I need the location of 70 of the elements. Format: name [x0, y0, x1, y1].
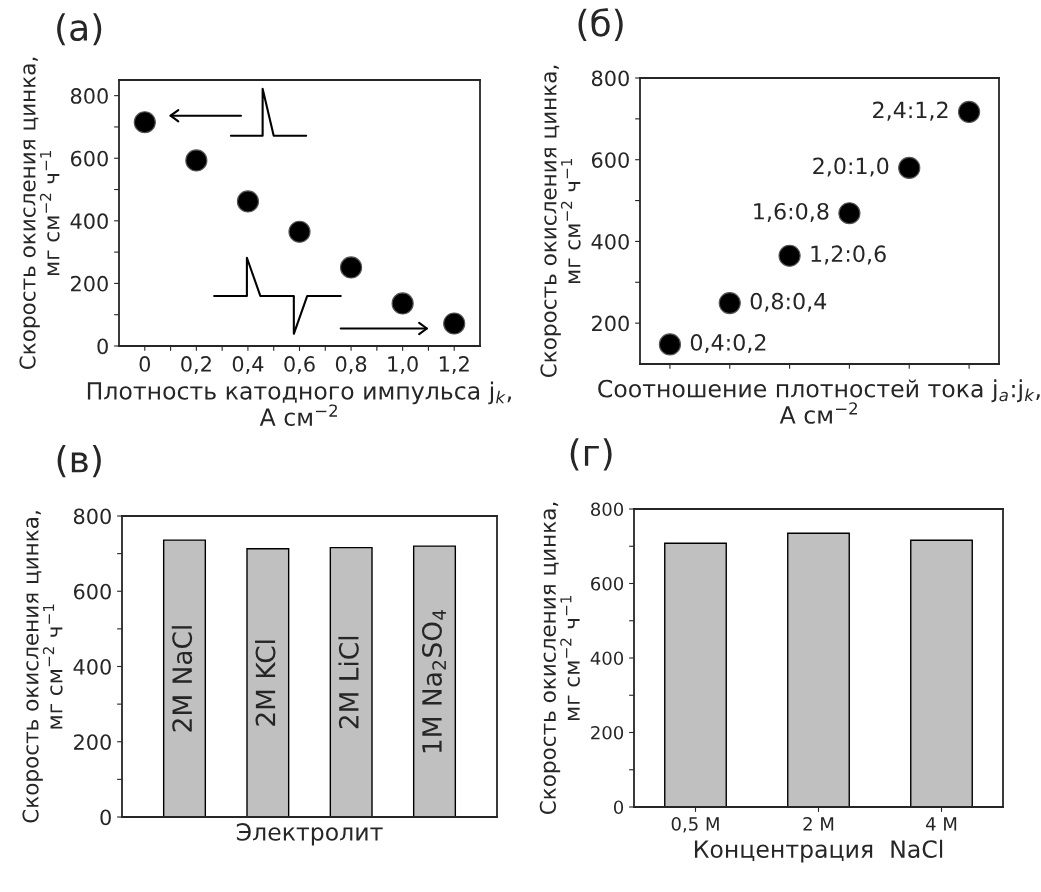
- x-tick-label: 4 M: [925, 817, 957, 831]
- data-label: 2,4:1,2: [873, 101, 948, 121]
- y-tick-label: 600: [70, 150, 108, 167]
- point: [778, 244, 801, 267]
- point: [133, 111, 156, 134]
- point: [391, 292, 414, 315]
- bar: [664, 542, 727, 807]
- y-tick-label: 800: [70, 88, 108, 104]
- x-tick-label: 2M NaCl: [171, 626, 193, 732]
- chart-title: (г): [570, 438, 612, 471]
- y-tick-label: 800: [73, 508, 111, 525]
- y-tick-label: 400: [70, 213, 108, 230]
- y-axis-title: Скорость окисления цинка, мг см$^{−2}$ ч$^{−1}$: [539, 502, 580, 815]
- y-tick-label: 0: [97, 338, 108, 355]
- y-tick-label: 200: [591, 725, 624, 740]
- y-tick-label: 400: [590, 651, 624, 666]
- chart-title: (в): [57, 444, 101, 478]
- bar: [910, 539, 973, 807]
- bar: [412, 545, 457, 817]
- text: Соотношение плотностей тока j$_{a}$:j$_{k}$, A см$^{−2}$: [598, 379, 1040, 424]
- x-tick-label: 0,8: [335, 356, 367, 374]
- bar: [162, 539, 207, 817]
- x-tick-label: 0,6: [284, 356, 315, 374]
- y-axis-title: Скорость окисления цинка, мг см$^{−2}$ ч$^{−1}$: [22, 511, 63, 823]
- data-label: 0,8:0,4: [750, 292, 827, 312]
- y-tick-label: 200: [592, 315, 629, 332]
- point: [185, 149, 208, 172]
- point: [957, 100, 981, 123]
- point: [339, 256, 363, 279]
- y-tick-label: 400: [591, 233, 629, 250]
- x-tick-label: 0,2: [181, 356, 211, 374]
- x-tick-label: 2M KCl: [255, 640, 276, 726]
- x-tick-label: 1,0: [388, 356, 418, 374]
- y-tick-label: 800: [591, 70, 629, 87]
- x-tick-label: 0,4: [232, 356, 264, 374]
- chart-title: (б): [578, 8, 623, 41]
- x-tick-label: 1,2: [439, 356, 469, 374]
- x-tick-label: 1M Na$_{2}$SO$_{4}$: [421, 609, 446, 753]
- y-tick-label: 600: [591, 576, 624, 591]
- text: Плотность катодного импульса j$_{k}$, A см$^{−2}$: [87, 381, 511, 427]
- chart-title: (а): [57, 13, 102, 46]
- point: [443, 312, 466, 335]
- bar: [787, 532, 850, 807]
- y-axis-title: Скорость окисления цинка, мг см$^{−2}$ ч$^{−1}$: [540, 65, 581, 378]
- x-tick-label: 0,5 M: [671, 817, 719, 833]
- x-tick-label: 0: [139, 356, 151, 372]
- data-label: 1,6:0,8: [754, 202, 829, 222]
- data-label: 2,0:1,0: [813, 157, 889, 177]
- x-tick-label: 2 M: [803, 817, 834, 831]
- y-tick-label: 600: [591, 152, 629, 168]
- y-tick-label: 800: [591, 502, 624, 517]
- point: [236, 190, 260, 213]
- point: [838, 202, 861, 225]
- point: [288, 220, 311, 243]
- y-tick-label: 200: [74, 734, 111, 750]
- y-axis-title: Скорость окисления цинка, мг см$^{−2}$ ч$^{−1}$: [19, 57, 60, 370]
- x-axis-title: Концентрация NaCl: [694, 839, 943, 863]
- y-tick-label: 400: [73, 658, 111, 675]
- point: [718, 292, 741, 315]
- bar: [246, 548, 290, 817]
- x-axis-title: Электролит: [236, 822, 383, 846]
- point: [898, 156, 921, 179]
- data-label: 1,2:0,6: [811, 245, 886, 265]
- y-tick-label: 0: [613, 800, 624, 815]
- bar: [329, 546, 373, 817]
- data-label: 0,4:0,2: [690, 334, 766, 354]
- y-tick-label: 600: [73, 583, 111, 600]
- x-tick-label: 2M LiCl: [338, 636, 359, 729]
- y-tick-label: 200: [71, 275, 108, 292]
- point: [658, 333, 682, 356]
